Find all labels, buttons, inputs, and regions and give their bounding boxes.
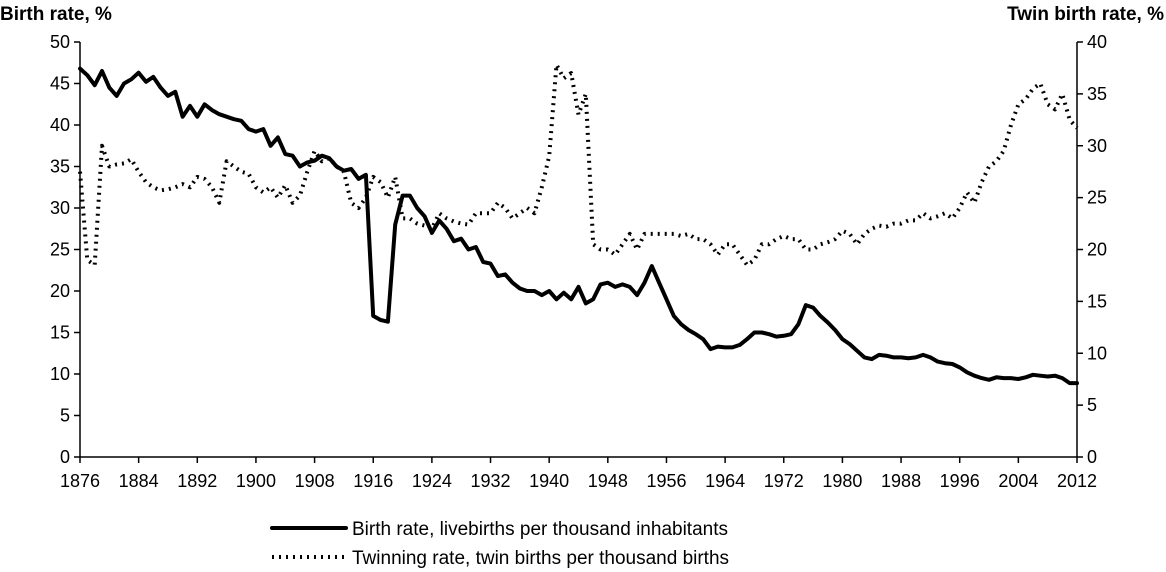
legend: Birth rate, livebirths per thousand inha… (270, 519, 729, 569)
right-y-tick-label: 35 (1087, 84, 1107, 104)
left-y-tick-label: 15 (50, 323, 70, 343)
x-tick-label: 2012 (1057, 471, 1097, 491)
x-tick-label: 1964 (705, 471, 745, 491)
left-y-tick-label: 0 (60, 447, 70, 467)
left-y-tick-label: 20 (50, 281, 70, 301)
axes (79, 42, 1078, 458)
x-tick-label: 1940 (529, 471, 569, 491)
twinning-rate-series-line (78, 62, 1079, 268)
x-tick-label: 1956 (646, 471, 686, 491)
x-tick-label: 1876 (60, 471, 100, 491)
x-tick-label: 1996 (940, 471, 980, 491)
left-y-tick-label: 30 (50, 198, 70, 218)
left-y-tick-label: 10 (50, 364, 70, 384)
right-y-tick-label: 15 (1087, 291, 1107, 311)
x-tick-label: 1908 (295, 471, 335, 491)
tick-marks (74, 41, 1083, 463)
right-axis-title: Twin birth rate, % (1007, 4, 1164, 25)
x-tick-label: 1988 (881, 471, 921, 491)
x-tick-label: 1948 (588, 471, 628, 491)
birth-rate-series-line (78, 66, 1079, 386)
x-tick-label: 1932 (471, 471, 511, 491)
series-group (78, 62, 1079, 386)
left-y-tick-label: 25 (50, 240, 70, 260)
x-tick-label: 1884 (119, 471, 159, 491)
x-tick-label: 1924 (412, 471, 452, 491)
right-y-tick-label: 0 (1087, 447, 1097, 467)
x-tick-label: 1972 (764, 471, 804, 491)
x-tick-label: 1892 (177, 471, 217, 491)
x-tick-label: 1900 (236, 471, 276, 491)
right-y-tick-label: 20 (1087, 240, 1107, 260)
right-y-tick-label: 5 (1087, 395, 1097, 415)
x-tick-label: 1980 (822, 471, 862, 491)
left-y-tick-label: 5 (60, 406, 70, 426)
right-y-tick-label: 40 (1087, 32, 1107, 52)
left-y-tick-label: 45 (50, 74, 70, 94)
legend-label-twinning-rate: Twinning rate, twin births per thousand … (352, 548, 729, 569)
right-y-tick-label: 30 (1087, 136, 1107, 156)
left-y-tick-label: 50 (50, 32, 70, 52)
left-axis-title: Birth rate, % (0, 4, 112, 25)
x-tick-label: 1916 (353, 471, 393, 491)
tick-labels: 0 5 10 15 20 25 30 35 40 45 50 0 5 10 15 20 25 30 35 40 1876… (50, 32, 1107, 491)
left-y-tick-label: 35 (50, 157, 70, 177)
right-y-tick-label: 10 (1087, 343, 1107, 363)
right-y-tick-label: 25 (1087, 188, 1107, 208)
left-y-tick-label: 40 (50, 115, 70, 135)
legend-label-birth-rate: Birth rate, livebirths per thousand inha… (352, 519, 728, 540)
x-tick-label: 2004 (998, 471, 1038, 491)
